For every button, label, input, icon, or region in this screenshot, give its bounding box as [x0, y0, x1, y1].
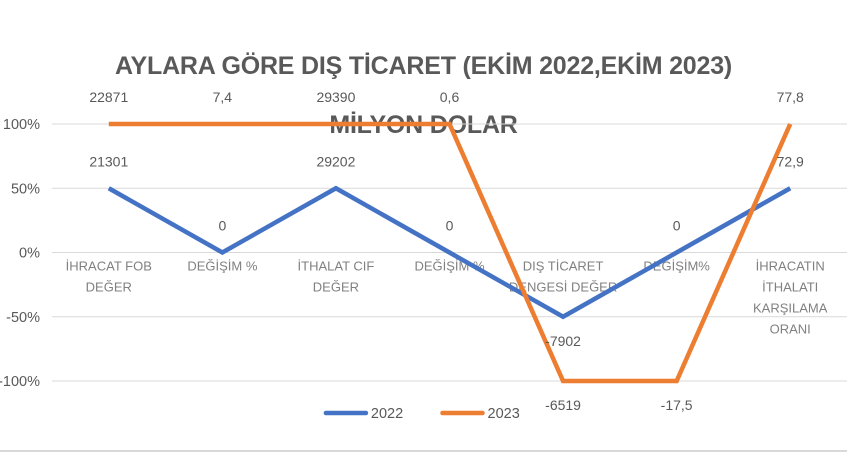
- category-label: ORANI: [770, 322, 811, 337]
- series-line-2022: [107, 185, 792, 320]
- category-label: İTHALATI: [762, 280, 818, 295]
- y-axis-tick-labels: 100% 50% 0% -50% -100%: [0, 117, 40, 390]
- data-label-2023: -6519: [545, 397, 581, 413]
- category-label: KARŞILAMA: [753, 301, 828, 316]
- data-label-2022: 0: [673, 218, 681, 234]
- category-label: DEĞER: [313, 280, 359, 295]
- legend-label-2023[interactable]: 2023: [488, 406, 520, 422]
- data-label-2022: 72,9: [777, 153, 804, 169]
- data-labels-group: 21301 0 29202 0 -7902 0 72,9 22871 7,4 29390 0,6 -6…: [89, 89, 804, 413]
- chart-legend: 2022 2023: [323, 406, 520, 422]
- data-label-2023: 0,6: [440, 89, 460, 105]
- chart-title-line-1: AYLARA GÖRE DIŞ TİCARET (EKİM 2022,EKİM …: [114, 51, 733, 80]
- data-label-2022: 0: [446, 218, 454, 234]
- series-line-2023: [108, 121, 793, 384]
- data-label-2023: 22871: [89, 89, 128, 105]
- data-label-2023: 77,8: [777, 89, 804, 105]
- data-label-2023: 7,4: [213, 89, 233, 105]
- data-label-2022: 0: [218, 218, 226, 234]
- category-label: İHRACATIN: [756, 259, 825, 274]
- category-label: DEĞİŞİM %: [187, 259, 258, 274]
- y-axis-tick-label: 50%: [11, 181, 40, 197]
- y-axis-tick-label: 100%: [3, 117, 40, 133]
- y-axis-tick-label: -50%: [6, 310, 40, 326]
- legend-label-2022[interactable]: 2022: [371, 406, 403, 422]
- category-label: İTHALAT CIF: [298, 259, 375, 274]
- category-label: DENGESİ DEĞER: [509, 280, 617, 295]
- category-label: DIŞ TİCARET: [523, 259, 604, 274]
- category-label: DEĞER: [86, 280, 132, 295]
- data-label-2023: -17,5: [661, 397, 693, 413]
- data-label-2023: 29390: [316, 89, 355, 105]
- y-axis-tick-label: 0%: [19, 246, 40, 262]
- category-label: İHRACAT FOB: [66, 259, 152, 274]
- y-axis-tick-label: -100%: [0, 374, 40, 390]
- series-lines-group: [107, 121, 793, 384]
- data-label-2022: 21301: [89, 153, 128, 169]
- data-label-2022: 29202: [316, 153, 355, 169]
- data-label-2022: -7902: [545, 333, 581, 349]
